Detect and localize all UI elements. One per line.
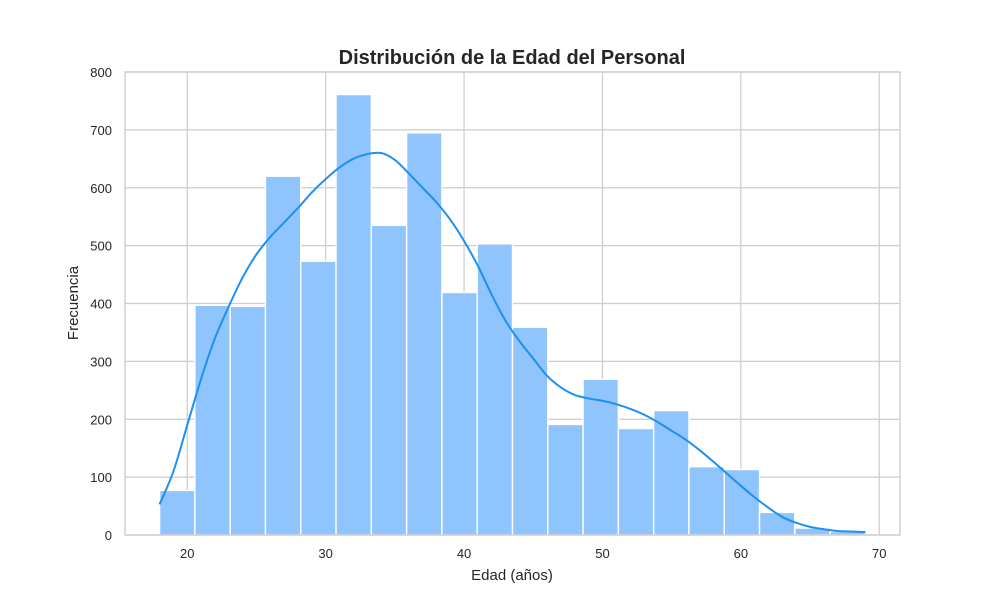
histogram-bar	[335, 93, 373, 536]
x-tick-label: 50	[595, 546, 609, 561]
histogram-bars	[158, 93, 867, 536]
x-axis-ticks: 20 30 40 50 60 70	[180, 546, 886, 561]
histogram-bar	[441, 291, 478, 536]
y-tick-label: 800	[90, 65, 112, 80]
x-tick-label: 40	[457, 546, 471, 561]
histogram-bar	[511, 326, 549, 536]
y-tick-label: 100	[90, 470, 112, 485]
histogram-bar	[723, 468, 761, 536]
y-tick-label: 700	[90, 123, 112, 138]
histogram-bar	[229, 305, 267, 536]
histogram-bar	[547, 423, 584, 536]
chart-title: Distribución de la Edad del Personal	[339, 47, 686, 69]
histogram-bar	[405, 132, 443, 536]
y-axis-label: Frecuencia	[65, 265, 82, 340]
x-tick-label: 20	[180, 546, 194, 561]
y-tick-label: 400	[90, 297, 112, 312]
histogram-bar	[194, 304, 231, 536]
histogram-bar	[476, 243, 514, 536]
y-tick-label: 500	[90, 239, 112, 254]
x-tick-label: 30	[318, 546, 332, 561]
histogram-bar	[652, 409, 690, 536]
histogram-bar	[370, 224, 408, 536]
histogram-bar	[617, 427, 655, 536]
x-axis-label: Edad (años)	[471, 567, 553, 584]
y-tick-label: 200	[90, 412, 112, 427]
plot-area-frame	[124, 71, 901, 536]
histogram-bar	[758, 511, 796, 536]
y-tick-label: 600	[90, 181, 112, 196]
histogram-bar	[582, 378, 620, 536]
y-tick-label: 0	[105, 528, 112, 543]
histogram-bar	[158, 489, 196, 536]
histogram-bar	[300, 260, 337, 536]
x-tick-label: 70	[872, 546, 886, 561]
y-axis-ticks: 0 100 200 300 400 500 600 700 800	[90, 65, 112, 543]
histogram-bar	[264, 175, 302, 536]
histogram-bar	[688, 466, 725, 536]
y-tick-label: 300	[90, 354, 112, 369]
kde-density-line	[158, 151, 866, 534]
x-tick-label: 60	[734, 546, 748, 561]
